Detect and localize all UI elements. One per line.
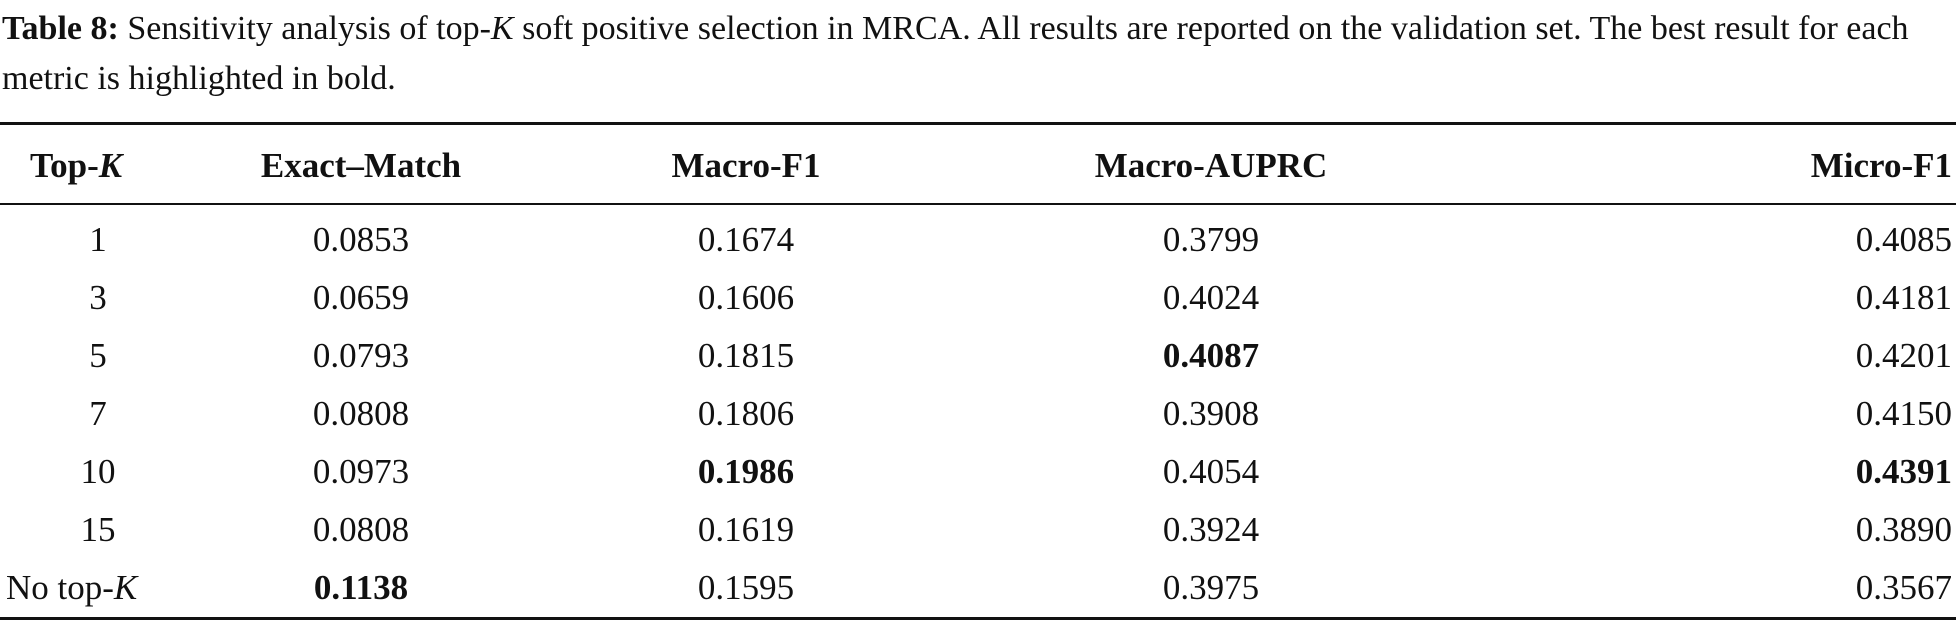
row-label-k-symbol: K [113,568,138,607]
cell-macro-auprc: 0.3975 [1162,568,1260,607]
cell-exact-match: 0.1138 [313,568,409,607]
cell-macro-f1: 0.1815 [697,336,795,375]
cell-micro-f1: 0.3890 [1855,510,1952,549]
cell-macro-auprc: 0.3799 [1162,220,1260,259]
cell-micro-f1: 0.3567 [1855,568,1952,607]
cell-exact-match: 0.0853 [312,220,410,259]
cell-exact-match: 0.0793 [312,336,410,375]
cell-micro-f1: 0.4391 [1855,452,1952,491]
cell-micro-f1: 0.4150 [1855,394,1952,433]
cell-macro-auprc: 0.3908 [1162,394,1260,433]
row-label: 3 [89,278,107,317]
results-table-container: Top-K Exact–Match Macro-F1 Macro-AUPRC M… [0,122,1956,620]
cell-macro-auprc: 0.3924 [1162,510,1260,549]
caption-text-part2: soft positive selection in MRCA. All res… [2,10,1909,97]
table-row: 1 0.0853 0.1674 0.3799 0.4085 [0,204,1956,269]
row-label: 1 [89,220,107,259]
cell-exact-match: 0.0808 [312,394,410,433]
header-macro-f1: Macro-F1 [671,146,821,185]
row-label: No top-K [0,559,196,619]
cell-macro-f1: 0.1986 [697,452,795,491]
caption-k-symbol: K [490,10,514,47]
cell-exact-match: 0.0808 [312,510,410,549]
row-label: 5 [89,336,107,375]
cell-macro-auprc: 0.4054 [1162,452,1260,491]
header-micro-f1: Micro-F1 [1810,146,1952,185]
cell-micro-f1: 0.4085 [1855,220,1952,259]
table-row: 15 0.0808 0.1619 0.3924 0.3890 [0,501,1956,559]
cell-macro-auprc: 0.4024 [1162,278,1260,317]
header-macro-auprc: Macro-AUPRC [1094,146,1328,185]
cell-macro-f1: 0.1806 [697,394,795,433]
header-top-k: Top-K [0,124,196,205]
cell-exact-match: 0.0659 [312,278,410,317]
row-label-prefix: No top- [6,568,114,607]
table-body: 1 0.0853 0.1674 0.3799 0.4085 3 0.0659 0… [0,204,1956,619]
caption-label: Table 8: [2,10,119,47]
table-row: 5 0.0793 0.1815 0.4087 0.4201 [0,327,1956,385]
cell-micro-f1: 0.4181 [1855,278,1952,317]
table-row: 10 0.0973 0.1986 0.4054 0.4391 [0,443,1956,501]
table-row: No top-K 0.1138 0.1595 0.3975 0.3567 [0,559,1956,619]
cell-macro-f1: 0.1595 [697,568,795,607]
header-exact-match: Exact–Match [260,146,462,185]
cell-micro-f1: 0.4201 [1855,336,1952,375]
caption-text-part1: Sensitivity analysis of top- [118,10,491,47]
sensitivity-table: Top-K Exact–Match Macro-F1 Macro-AUPRC M… [0,122,1956,620]
cell-macro-f1: 0.1606 [697,278,795,317]
cell-macro-f1: 0.1674 [697,220,795,259]
cell-macro-f1: 0.1619 [697,510,795,549]
table-caption: Table 8: Sensitivity analysis of top-K s… [2,4,1952,104]
table-row: 3 0.0659 0.1606 0.4024 0.4181 [0,269,1956,327]
table-row: 7 0.0808 0.1806 0.3908 0.4150 [0,385,1956,443]
row-label: 10 [80,452,116,491]
cell-exact-match: 0.0973 [312,452,410,491]
cell-macro-auprc: 0.4087 [1162,336,1260,375]
row-label: 15 [80,510,116,549]
row-label: 7 [89,394,107,433]
header-top-k-prefix: Top- [30,146,99,185]
header-top-k-symbol: K [98,146,123,185]
header-row: Top-K Exact–Match Macro-F1 Macro-AUPRC M… [0,123,1956,205]
